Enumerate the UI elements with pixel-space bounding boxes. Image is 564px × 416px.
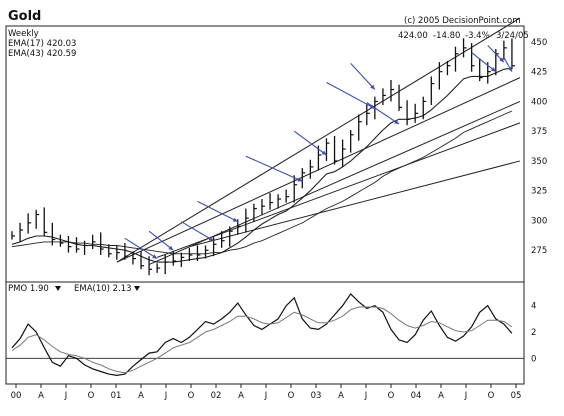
annotation-arrow — [148, 230, 174, 251]
price-y-tick-label: 275 — [531, 246, 547, 256]
pmo-y-tick-label: 4 — [531, 302, 536, 312]
x-tick-labels: 00 A J O 01 A J O 02 A J O 03 A J O 04 A J O 05 — [11, 384, 522, 401]
x-tick-label: O — [288, 391, 295, 401]
arrow-head-icon — [208, 236, 214, 241]
annotation-arrow — [293, 130, 327, 156]
y-tick-labels: 275 300 325 350 375 400 425 450 0 2 4 — [531, 38, 547, 364]
x-tick-label: J — [264, 391, 268, 401]
annotation-arrow — [350, 62, 376, 90]
trendlines — [116, 17, 521, 265]
ema17-line — [11, 67, 512, 263]
arrow-head-icon — [394, 119, 400, 125]
arrow-head-icon — [321, 150, 327, 155]
x-tick-label: O — [88, 391, 95, 401]
x-tick-label: 01 — [111, 391, 122, 401]
pmo-y-tick-label: 2 — [531, 328, 536, 338]
pmo-y-tick-label: 0 — [531, 354, 536, 364]
x-tick-label: 05 — [511, 391, 522, 401]
pmo-panel-frame — [5, 281, 525, 385]
arrow-head-icon — [168, 245, 174, 251]
pmo-line — [11, 292, 513, 377]
x-tick-label: O — [488, 391, 495, 401]
arrow-head-icon — [490, 67, 496, 72]
arrow-head-icon — [370, 84, 375, 90]
x-tick-label: J — [464, 391, 468, 401]
x-tick-label: A — [338, 391, 344, 401]
price-y-tick-label: 375 — [531, 127, 547, 137]
arrow-head-icon — [152, 254, 158, 259]
x-tick-label: A — [238, 391, 244, 401]
trendline-4 — [156, 122, 521, 258]
price-y-tick-label: 400 — [531, 97, 547, 107]
price-y-tick-label: 325 — [531, 187, 547, 197]
price-y-tick-label: 450 — [531, 38, 547, 48]
credit-text: (c) 2005 DecisionPoint.com — [404, 16, 521, 26]
down-arrow-icon — [134, 286, 140, 291]
chart-title: Gold — [8, 9, 41, 24]
annotation-arrow — [181, 221, 214, 242]
annotation-arrow — [366, 102, 400, 125]
x-tick-label: 00 — [11, 391, 22, 401]
pmo-legend-ema: EMA(10) 2.13 — [74, 284, 132, 294]
x-tick-label: A — [138, 391, 144, 401]
y-gridlines — [6, 25, 524, 359]
annotation-arrow — [124, 237, 158, 260]
x-tick-label: 04 — [411, 391, 422, 401]
x-tick-label: 02 — [211, 391, 222, 401]
pmo-ema10-line — [11, 306, 513, 374]
pmo-legend-arrows — [55, 286, 140, 291]
price-y-tick-label: 350 — [531, 157, 547, 167]
quote-change: -14.80 — [433, 31, 460, 41]
annotation-arrow — [245, 155, 303, 182]
x-tick-label: A — [38, 391, 44, 401]
chart-subtitle: Weekly — [8, 29, 39, 39]
x-tick-label: 03 — [311, 391, 322, 401]
trendline-5 — [189, 160, 521, 248]
pmo-lines — [11, 292, 513, 377]
price-bars — [11, 38, 515, 276]
x-tick-label: J — [164, 391, 168, 401]
price-y-tick-label: 425 — [531, 68, 547, 78]
price-y-tick-label: 300 — [531, 216, 547, 226]
arrow-head-icon — [507, 66, 512, 72]
arrow-head-icon — [499, 57, 504, 63]
ema-lines — [11, 67, 513, 263]
annotation-arrow — [326, 81, 376, 110]
trendline-1 — [116, 17, 521, 263]
down-arrow-icon — [55, 286, 61, 291]
x-tick-label: O — [188, 391, 195, 401]
legend-ema43: EMA(43) 420.59 — [8, 49, 76, 59]
x-tick-label: J — [364, 391, 368, 401]
quote-pct: -3.4% — [465, 31, 490, 41]
arrow-head-icon — [232, 217, 238, 222]
annotation-arrow — [197, 200, 239, 223]
legend-ema17: EMA(17) 420.03 — [8, 39, 76, 49]
quote-date: 3/24/05 — [496, 31, 529, 41]
annotation-arrow — [471, 52, 497, 73]
annotation-arrows — [124, 45, 513, 260]
pmo-legend-pmo: PMO 1.90 — [8, 284, 49, 294]
ema43-line — [11, 110, 513, 255]
x-tick-label: J — [64, 391, 68, 401]
x-tick-label: O — [388, 391, 395, 401]
price-panel-frame — [5, 25, 525, 283]
arrow-head-icon — [297, 177, 303, 182]
x-tick-label: A — [438, 391, 444, 401]
quote-close: 424.00 — [398, 31, 428, 41]
